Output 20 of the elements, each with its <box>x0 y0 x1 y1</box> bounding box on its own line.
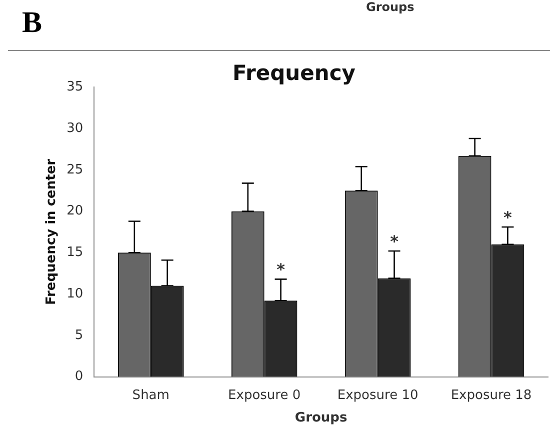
y-tick-label: 10 <box>66 286 84 302</box>
y-tick-label: 15 <box>66 245 84 260</box>
x-tick-label: Exposure 18 <box>450 388 532 403</box>
text: Groups <box>366 0 414 14</box>
annotation: * <box>276 260 286 280</box>
annotation: * <box>504 208 513 227</box>
y-tick-label: 30 <box>66 120 84 136</box>
x-tick-label: Exposure 0 <box>228 388 301 403</box>
x-tick-label: Exposure 10 <box>337 388 418 403</box>
y-tick-label: 0 <box>74 369 84 384</box>
chart-title: Frequency <box>232 61 356 86</box>
y-tick-label: 25 <box>66 162 84 178</box>
text: B <box>22 6 42 40</box>
y-axis-title: Frequency in center <box>44 158 60 306</box>
y-tick-label: 35 <box>66 80 84 95</box>
annotation: * <box>390 232 400 251</box>
x-axis-title: Groups <box>294 410 348 426</box>
y-tick-label: 20 <box>66 204 84 219</box>
x-tick-label: Sham <box>132 388 170 403</box>
y-tick-label: 5 <box>74 328 84 343</box>
